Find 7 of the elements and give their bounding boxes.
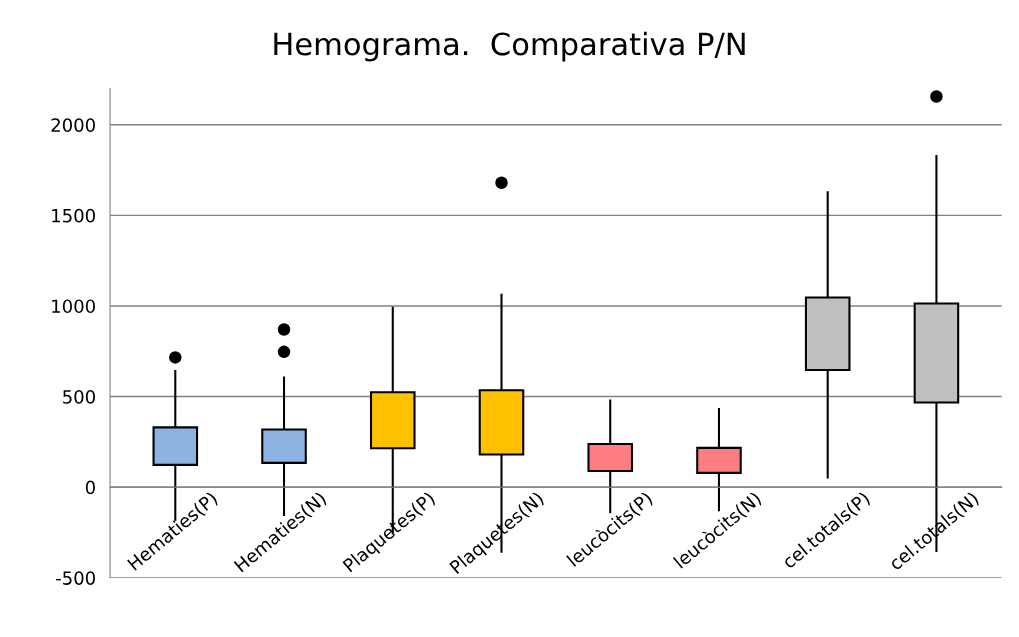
y-tick-label: 1000 <box>52 299 95 314</box>
y-tick-label: 2000 <box>51 118 95 132</box>
y-tick-label: -500 <box>56 571 95 585</box>
y-tick-label: 0 <box>85 480 95 495</box>
chart-title: Hemograma. Comparativa P/N <box>274 31 745 62</box>
y-tick-label: 500 <box>63 390 95 404</box>
y-tick-label: 1500 <box>52 208 95 223</box>
